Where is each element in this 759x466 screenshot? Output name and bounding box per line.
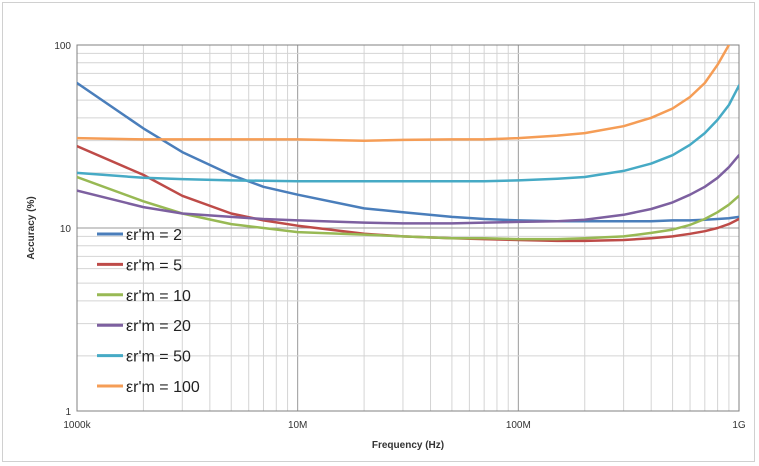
tick-labels: 1000k 10M 100M 1G 1 10 100 bbox=[54, 41, 746, 431]
x-tick-label: 100M bbox=[506, 420, 531, 431]
legend-entry-label: εr'm = 100 bbox=[126, 379, 200, 396]
chart-frame: 1000k 10M 100M 1G 1 10 100 Frequency (Hz) Accu… bbox=[2, 2, 755, 462]
x-tick-label: 1000k bbox=[63, 420, 91, 431]
x-tick-label: 1G bbox=[732, 420, 746, 431]
legend-entry-label: εr'm = 2 bbox=[126, 227, 182, 244]
x-axis-label: Frequency (Hz) bbox=[372, 440, 444, 451]
y-axis-label: Accuracy (%) bbox=[26, 196, 37, 259]
legend-entry-label: εr'm = 50 bbox=[126, 349, 191, 366]
series-layer bbox=[77, 45, 739, 243]
y-tick-label: 100 bbox=[54, 41, 71, 52]
accuracy-frequency-chart: 1000k 10M 100M 1G 1 10 100 Frequency (Hz) Accu… bbox=[26, 41, 746, 451]
plot-border bbox=[76, 44, 740, 412]
legend-entry-label: εr'm = 10 bbox=[126, 288, 191, 305]
series-line bbox=[77, 153, 739, 225]
x-tick-label: 10M bbox=[288, 420, 307, 431]
legend: εr'm = 2 εr'm = 5 εr'm = 10 εr'm = 20 εr'm =… bbox=[97, 227, 200, 396]
y-tick-label: 1 bbox=[65, 407, 71, 418]
legend-entry-label: εr'm = 20 bbox=[126, 318, 191, 335]
series-line bbox=[77, 175, 739, 241]
series-line bbox=[77, 45, 731, 142]
legend-entry-label: εr'm = 5 bbox=[126, 257, 182, 274]
series-line bbox=[77, 84, 739, 183]
y-tick-label: 10 bbox=[60, 224, 72, 235]
